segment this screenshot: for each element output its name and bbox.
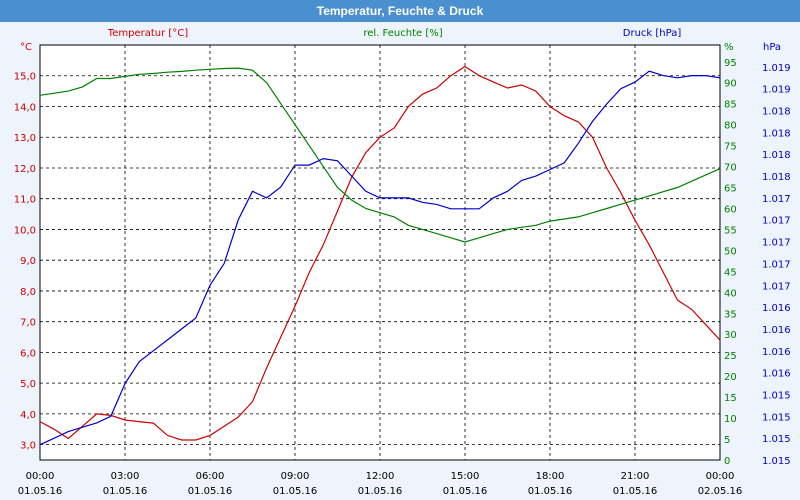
x-tick-time: 09:00 [281, 471, 310, 482]
x-tick-date: 01.05.16 [613, 486, 658, 497]
humidity-tick-label: 85 [724, 100, 737, 111]
humidity-tick-label: 30 [724, 330, 737, 341]
humidity-tick-label: 65 [724, 184, 737, 195]
pressure-tick-label: 1.015 [762, 434, 791, 445]
temperature-tick-label: 5,0 [20, 379, 36, 390]
temperature-tick-label: 10,0 [14, 225, 36, 236]
humidity-tick-label: 60 [724, 204, 737, 215]
pressure-tick-label: 1.015 [762, 456, 791, 467]
series-name-label: Druck [hPa] [623, 28, 682, 39]
grid [40, 45, 720, 460]
x-tick-date: 01.05.16 [273, 486, 318, 497]
humidity-tick-label: 55 [724, 225, 737, 236]
pressure-tick-label: 1.018 [762, 128, 791, 139]
temperature-tick-label: 11,0 [14, 195, 36, 206]
pressure-tick-label: 1.017 [762, 238, 791, 249]
series-name-label: Temperatur [°C] [107, 28, 188, 39]
humidity-tick-label: 0 [724, 456, 730, 467]
temperature-tick-label: 8,0 [20, 287, 36, 298]
temperature-tick-label: 12,0 [14, 164, 36, 175]
temperature-tick-label: 7,0 [20, 318, 36, 329]
x-tick-date: 01.05.16 [358, 486, 403, 497]
pressure-tick-label: 1.017 [762, 281, 791, 292]
plot-area [39, 44, 721, 461]
chart-title: Temperatur, Feuchte & Druck [0, 0, 800, 22]
series-line [39, 67, 721, 243]
pressure-tick-label: 1.016 [762, 325, 791, 336]
x-tick-time: 00:00 [26, 471, 55, 482]
x-tick-time: 21:00 [621, 471, 650, 482]
pressure-unit: hPa [763, 42, 781, 53]
humidity-tick-label: 70 [724, 163, 737, 174]
x-tick-time: 00:00 [706, 471, 735, 482]
humidity-tick-label: 5 [724, 435, 730, 446]
series-layer [39, 65, 721, 446]
x-tick-time: 18:00 [536, 471, 565, 482]
pressure-tick-label: 1.017 [762, 259, 791, 270]
humidity-tick-label: 25 [724, 351, 737, 362]
x-tick-date: 01.05.16 [103, 486, 148, 497]
series-name-label: rel. Feuchte [%] [363, 28, 442, 39]
temperature-tick-label: 6,0 [20, 348, 36, 359]
x-tick-date: 01.05.16 [18, 486, 63, 497]
chart-canvas: 3,0 4,0 5,0 6,0 7,0 8,0 9,0 10,0 11,0 12,0 13,0 14,… [14, 28, 791, 497]
pressure-tick-label: 1.018 [762, 150, 791, 161]
series-line [39, 70, 721, 446]
temperature-tick-label: 3,0 [20, 441, 36, 452]
humidity-tick-label: 95 [724, 58, 737, 69]
temperature-unit: °C [20, 42, 32, 53]
humidity-tick-label: 75 [724, 142, 737, 153]
x-tick-time: 12:00 [366, 471, 395, 482]
x-tick-time: 06:00 [196, 471, 225, 482]
pressure-tick-label: 1.018 [762, 172, 791, 183]
labels: 3,0 4,0 5,0 6,0 7,0 8,0 9,0 10,0 11,0 12,0 13,0 14,… [14, 28, 791, 497]
x-tick-time: 03:00 [111, 471, 140, 482]
pressure-tick-label: 1.019 [762, 63, 791, 74]
temperature-tick-label: 15,0 [14, 72, 36, 83]
pressure-tick-label: 1.015 [762, 390, 791, 401]
humidity-tick-label: 50 [724, 246, 737, 257]
pressure-tick-label: 1.017 [762, 216, 791, 227]
series-line [39, 65, 721, 441]
pressure-tick-label: 1.017 [762, 194, 791, 205]
pressure-tick-label: 1.016 [762, 369, 791, 380]
humidity-tick-label: 10 [724, 414, 737, 425]
humidity-tick-label: 80 [724, 121, 737, 132]
temperature-tick-label: 9,0 [20, 256, 36, 267]
pressure-tick-label: 1.015 [762, 412, 791, 423]
humidity-tick-label: 90 [724, 79, 737, 90]
humidity-unit: % [724, 42, 734, 53]
temperature-tick-label: 13,0 [14, 133, 36, 144]
pressure-tick-label: 1.016 [762, 347, 791, 358]
pressure-tick-label: 1.016 [762, 303, 791, 314]
x-tick-date: 01.05.16 [528, 486, 573, 497]
pressure-tick-label: 1.019 [762, 85, 791, 96]
humidity-tick-label: 15 [724, 393, 737, 404]
humidity-tick-label: 40 [724, 288, 737, 299]
x-tick-date: 01.05.16 [188, 486, 233, 497]
temperature-tick-label: 4,0 [20, 410, 36, 421]
humidity-tick-label: 45 [724, 267, 737, 278]
humidity-tick-label: 20 [724, 372, 737, 383]
x-tick-date: 02.05.16 [698, 486, 743, 497]
x-tick-time: 15:00 [451, 471, 480, 482]
pressure-tick-label: 1.018 [762, 107, 791, 118]
x-tick-date: 01.05.16 [443, 486, 488, 497]
temperature-tick-label: 14,0 [14, 102, 36, 113]
humidity-tick-label: 35 [724, 309, 737, 320]
